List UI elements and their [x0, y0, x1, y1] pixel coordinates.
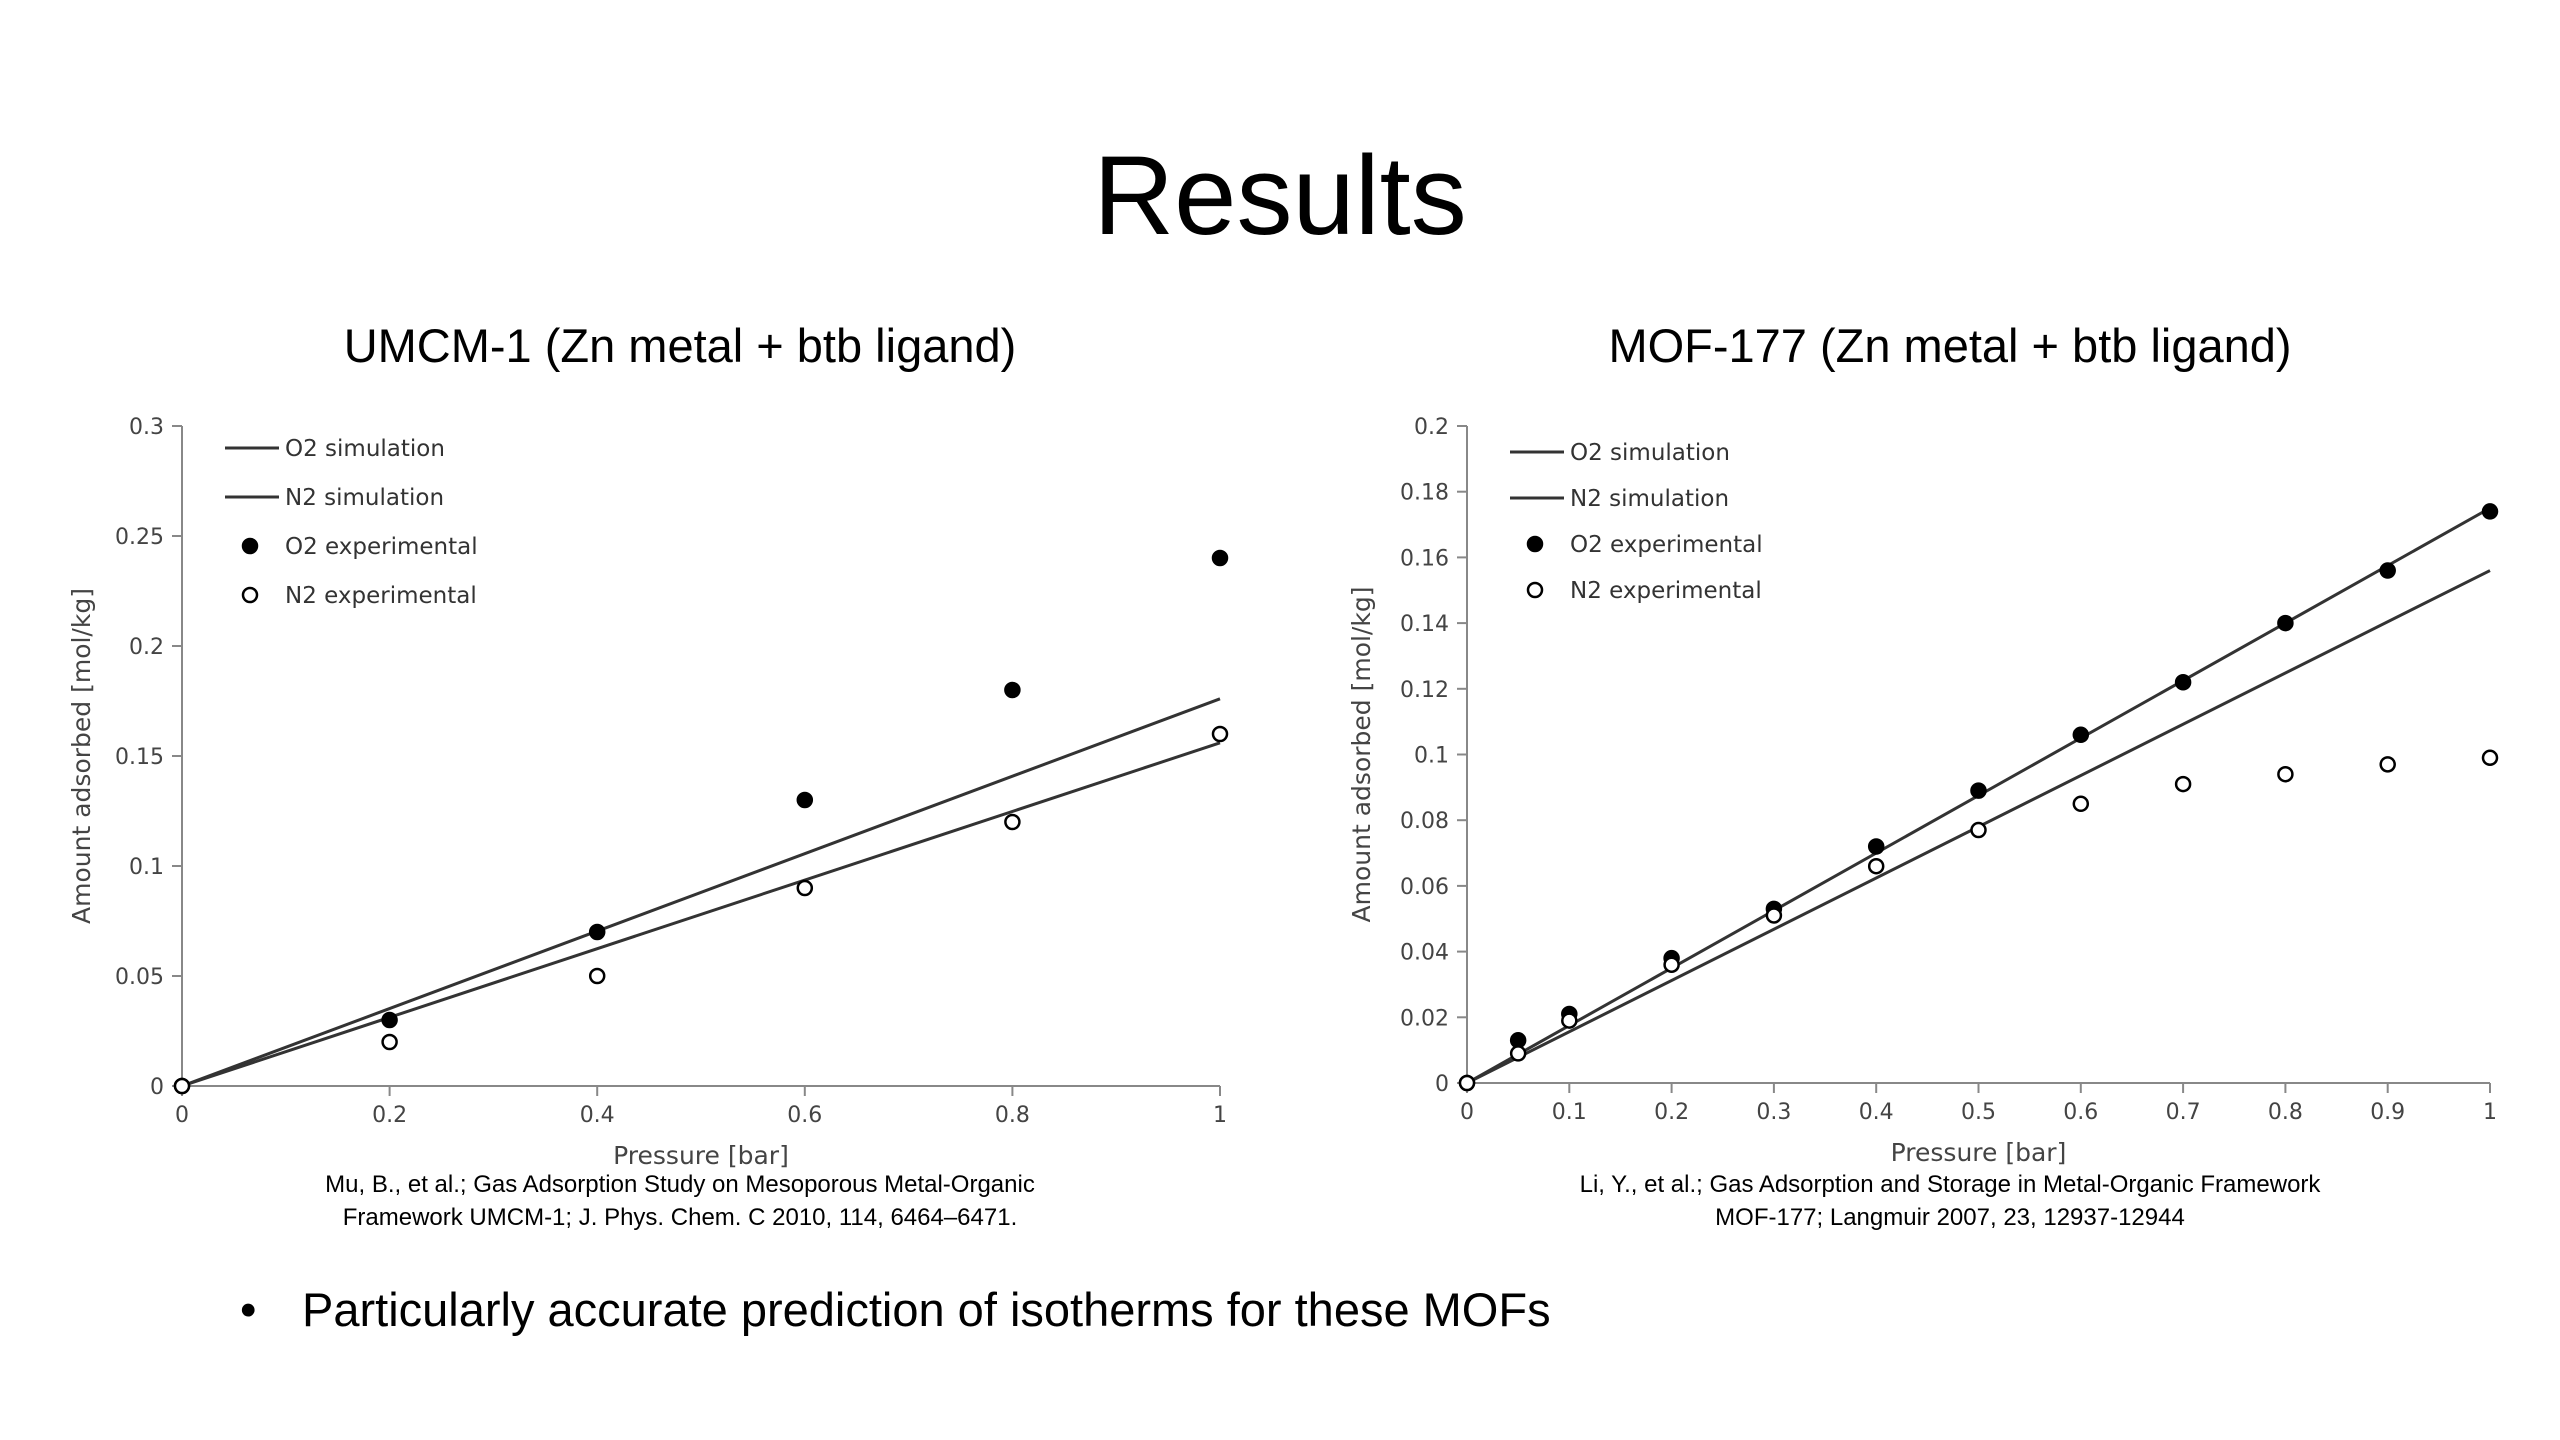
series-o2-experimental-point — [2481, 503, 2499, 520]
series-o2-experimental-point — [796, 791, 814, 809]
y-axis-label: Amount adsorbed [mol/kg] — [67, 588, 96, 924]
series-n2-experimental-point — [1867, 857, 1885, 875]
series-n2-experimental-point — [1509, 1045, 1527, 1062]
series-n2-experimental-point — [1663, 956, 1680, 973]
y-tick-label: 0.06 — [1400, 875, 1449, 900]
y-tick-label: 0.05 — [115, 965, 164, 990]
series-n2-experimental-point — [381, 1033, 398, 1051]
series-o2-experimental-point — [2174, 673, 2192, 691]
legend-label: O2 simulation — [1570, 440, 1730, 466]
legend-label: O2 simulation — [285, 436, 445, 462]
bullet-text: Particularly accurate prediction of isot… — [302, 1283, 1551, 1336]
x-tick-label: 0.2 — [1654, 1100, 1689, 1125]
bullet-point: • Particularly accurate prediction of iso… — [240, 1282, 1551, 1337]
series-o2-experimental-point — [381, 1011, 398, 1029]
series-o2-experimental-point — [1867, 838, 1885, 855]
y-tick-label: 0.14 — [1400, 612, 1449, 637]
x-tick-label: 0.1 — [1552, 1100, 1587, 1125]
chart-2-title: MOF-177 (Zn metal + btb ligand) — [1608, 319, 2292, 372]
chart-umcm1: 0 0.05 0.1 0.15 0.2 0.25 0.3 0 0.2 0.4 0.6 0.8 1 Pres… — [67, 415, 1229, 1170]
x-tick-label: 0.6 — [2063, 1100, 2098, 1125]
legend-swatch — [241, 586, 259, 604]
series-o2-experimental-point — [1004, 681, 1021, 699]
y-axis-label: Amount adsorbed [mol/kg] — [1347, 587, 1376, 923]
y-tick-label: 0.1 — [129, 855, 164, 880]
legend-swatch — [1526, 535, 1544, 553]
series-o2-simulation-line — [181, 697, 1221, 1088]
x-tick-label: 1 — [2483, 1100, 2497, 1125]
series-n2-experimental-point — [1004, 813, 1021, 831]
y-tick-label: 0.1 — [1414, 744, 1449, 769]
series-o2-experimental-point — [1970, 782, 1987, 799]
series-n2-experimental-point — [2379, 756, 2396, 773]
legend-swatch — [1526, 581, 1544, 599]
y-tick-label: 0 — [1435, 1072, 1449, 1097]
x-axis-label: Pressure [bar] — [1891, 1138, 2067, 1167]
series-n2-experimental-point — [2072, 795, 2090, 813]
y-tick-label: 0.02 — [1400, 1006, 1449, 1031]
x-tick-label: 0.6 — [787, 1103, 822, 1128]
series-n2-simulation-line — [181, 741, 1221, 1088]
x-tick-label: 0.5 — [1961, 1100, 1996, 1125]
x-tick-label: 0.4 — [580, 1103, 615, 1128]
y-tick-label: 0.12 — [1400, 678, 1449, 703]
series-n2-experimental-point — [1765, 907, 1783, 924]
series-o2-experimental-point — [2072, 726, 2090, 744]
x-tick-label: 0.8 — [2268, 1100, 2303, 1125]
x-tick-label: 0 — [175, 1103, 189, 1128]
y-tick-label: 0.08 — [1400, 809, 1449, 834]
chart-1-title: UMCM-1 (Zn metal + btb ligand) — [343, 319, 1017, 372]
x-tick-label: 1 — [1213, 1103, 1227, 1128]
legend-label: N2 simulation — [1570, 486, 1729, 512]
x-tick-label: 0 — [1460, 1100, 1474, 1125]
x-tick-label: 0.4 — [1859, 1100, 1894, 1125]
series-o2-experimental-point — [2379, 562, 2396, 579]
slide-title: Results — [1093, 133, 1467, 258]
y-tick-label: 0.3 — [129, 415, 164, 440]
legend-label: N2 experimental — [285, 583, 477, 609]
y-tick-label: 0.2 — [1414, 415, 1449, 440]
series-n2-experimental-point — [796, 879, 814, 897]
legend-label: N2 simulation — [285, 485, 444, 511]
legend-label: N2 experimental — [1570, 578, 1762, 604]
y-tick-label: 0.15 — [115, 745, 164, 770]
x-tick-label: 0.8 — [995, 1103, 1030, 1128]
series-n2-experimental-point — [2174, 775, 2192, 793]
x-tick-label: 0.3 — [1756, 1100, 1791, 1125]
chart-mof177: 0 0.02 0.04 0.06 0.08 0.1 0.12 0.14 0.16 0.18 0.2 0… — [1347, 415, 2499, 1167]
series-n2-experimental-point — [1561, 1012, 1578, 1029]
y-tick-label: 0 — [150, 1075, 164, 1100]
x-tick-label: 0.9 — [2370, 1100, 2405, 1125]
series-n2-experimental-point — [1458, 1074, 1476, 1092]
x-tick-label: 0.7 — [2166, 1100, 2201, 1125]
x-tick-label: 0.2 — [372, 1103, 407, 1128]
citation-umcm1: Mu, B., et al.; Gas Adsorption Study on … — [325, 1171, 1035, 1231]
series-n2-experimental-point — [173, 1077, 191, 1095]
y-tick-label: 0.16 — [1400, 546, 1449, 571]
series-n2-experimental-point — [2277, 765, 2294, 783]
bullet-marker: • — [240, 1283, 257, 1336]
y-tick-label: 0.18 — [1400, 481, 1449, 506]
series-o2-experimental-point — [1211, 549, 1229, 567]
series-n2-experimental-point — [1970, 821, 1987, 839]
x-axis-label: Pressure [bar] — [613, 1141, 789, 1170]
y-tick-label: 0.04 — [1400, 941, 1449, 966]
y-tick-label: 0.2 — [129, 635, 164, 660]
legend-swatch — [241, 537, 259, 555]
series-n2-experimental-point — [2481, 749, 2499, 767]
y-tick-label: 0.25 — [115, 525, 164, 550]
legend-label: O2 experimental — [285, 534, 478, 560]
series-n2-experimental-point — [588, 967, 606, 985]
series-o2-experimental-point — [588, 923, 606, 941]
series-o2-experimental-point — [2277, 614, 2294, 632]
citation-mof177: Li, Y., et al.; Gas Adsorption and Stora… — [1579, 1171, 2321, 1231]
legend-label: O2 experimental — [1570, 532, 1763, 558]
series-n2-experimental-point — [1211, 725, 1229, 743]
